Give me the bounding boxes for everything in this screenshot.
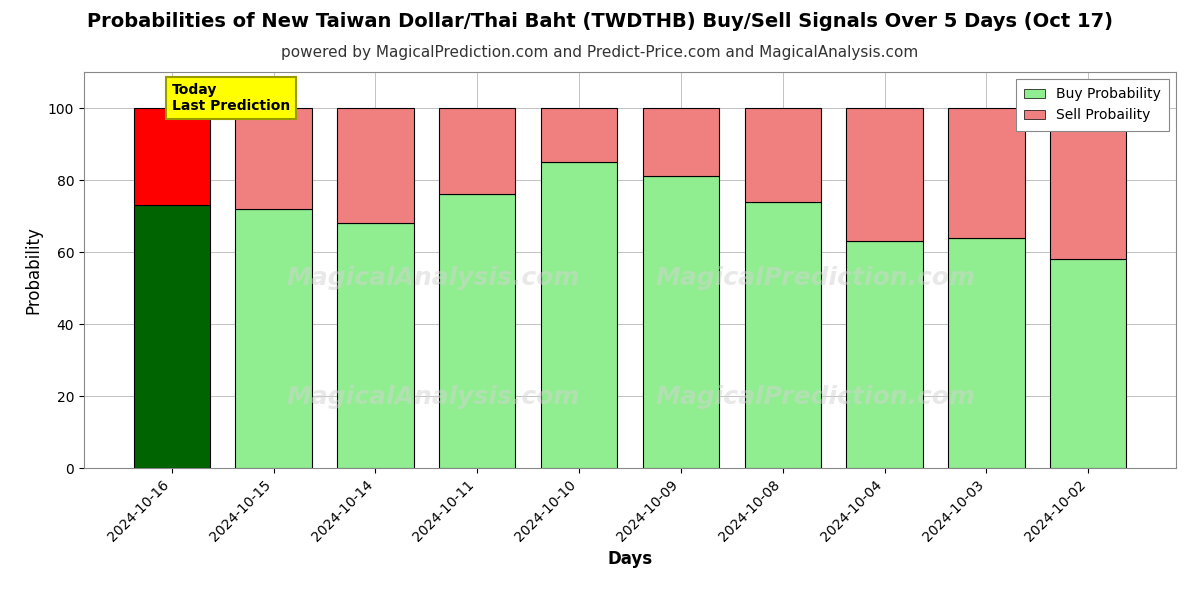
- Bar: [643, 176, 719, 468]
- X-axis label: Days: Days: [607, 550, 653, 568]
- Bar: [846, 108, 923, 241]
- Text: MagicalAnalysis.com: MagicalAnalysis.com: [287, 266, 580, 290]
- Y-axis label: Probability: Probability: [24, 226, 42, 314]
- Bar: [948, 238, 1025, 468]
- Bar: [744, 202, 821, 468]
- Bar: [948, 108, 1025, 238]
- Bar: [439, 194, 516, 468]
- Text: Probabilities of New Taiwan Dollar/Thai Baht (TWDTHB) Buy/Sell Signals Over 5 Da: Probabilities of New Taiwan Dollar/Thai …: [88, 12, 1114, 31]
- Bar: [744, 108, 821, 202]
- Bar: [541, 108, 617, 162]
- Text: MagicalPrediction.com: MagicalPrediction.com: [655, 266, 976, 290]
- Bar: [1050, 108, 1127, 259]
- Bar: [846, 241, 923, 468]
- Bar: [235, 209, 312, 468]
- Bar: [337, 223, 414, 468]
- Bar: [337, 108, 414, 223]
- Text: MagicalAnalysis.com: MagicalAnalysis.com: [287, 385, 580, 409]
- Bar: [133, 108, 210, 205]
- Bar: [439, 108, 516, 194]
- Text: powered by MagicalPrediction.com and Predict-Price.com and MagicalAnalysis.com: powered by MagicalPrediction.com and Pre…: [281, 45, 919, 60]
- Legend: Buy Probability, Sell Probaility: Buy Probability, Sell Probaility: [1015, 79, 1169, 131]
- Bar: [1050, 259, 1127, 468]
- Bar: [643, 108, 719, 176]
- Bar: [133, 205, 210, 468]
- Bar: [541, 162, 617, 468]
- Text: Today
Last Prediction: Today Last Prediction: [172, 83, 290, 113]
- Bar: [235, 108, 312, 209]
- Text: MagicalPrediction.com: MagicalPrediction.com: [655, 385, 976, 409]
